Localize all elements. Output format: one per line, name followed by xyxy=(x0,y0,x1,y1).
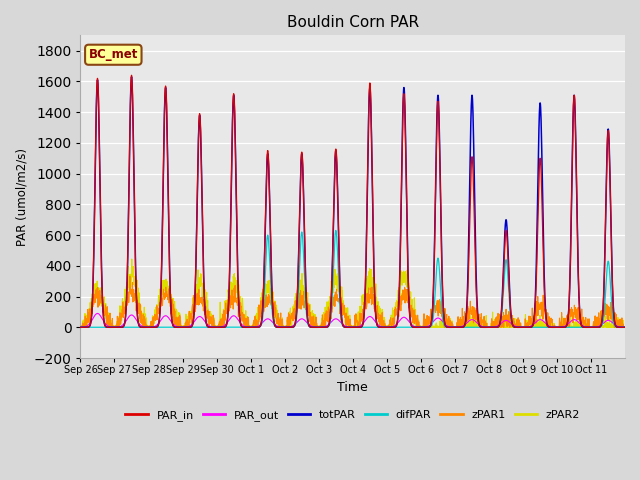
X-axis label: Time: Time xyxy=(337,381,368,394)
Legend: PAR_in, PAR_out, totPAR, difPAR, zPAR1, zPAR2: PAR_in, PAR_out, totPAR, difPAR, zPAR1, … xyxy=(121,406,584,425)
Y-axis label: PAR (umol/m2/s): PAR (umol/m2/s) xyxy=(15,148,28,246)
Title: Bouldin Corn PAR: Bouldin Corn PAR xyxy=(287,15,419,30)
Text: BC_met: BC_met xyxy=(88,48,138,61)
